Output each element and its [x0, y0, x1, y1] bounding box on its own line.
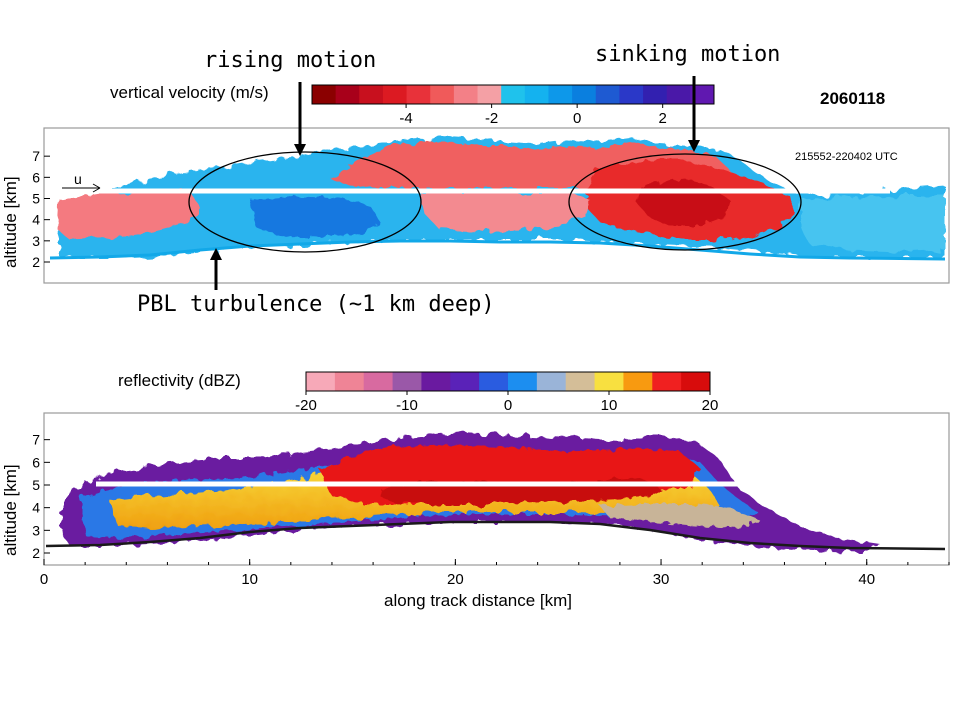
pbl-arrow-head — [210, 248, 222, 260]
reflectivity-y-tick-label: 3 — [32, 522, 40, 538]
velocity-colorbar-swatch — [382, 85, 408, 104]
velocity-colorbar-tick-label: 0 — [573, 110, 581, 127]
sinking-motion-label: sinking motion — [595, 42, 780, 67]
rising-arrow-head — [294, 144, 306, 156]
velocity-y-axis: 2 3 4 5 6 7 — [32, 148, 50, 270]
velocity-y-tick-label: 3 — [32, 233, 40, 249]
reflectivity-colorbar — [305, 371, 711, 392]
reflectivity-x-tick-label: 30 — [653, 571, 670, 588]
reflectivity-xlabel: along track distance [km] — [384, 591, 572, 610]
velocity-left-red-layer — [58, 190, 200, 240]
velocity-panel: vertical velocity (m/s) 2060118 -4 -2 0 2 a… — [1, 42, 950, 317]
sinking-arrow-head — [688, 140, 700, 152]
sinking-motion-ellipse — [568, 153, 802, 251]
reflectivity-surface-return — [45, 520, 946, 551]
reflectivity-y-axis: 2 3 4 5 6 7 — [32, 432, 50, 561]
reflectivity-x-axis: 0 10 20 30 40 — [40, 559, 950, 588]
velocity-colorbar-swatch — [477, 85, 502, 104]
reflectivity-y-tick-label: 6 — [32, 454, 40, 470]
reflectivity-colorbar-swatch — [306, 372, 336, 391]
velocity-colorbar-swatch — [690, 85, 715, 104]
velocity-colorbar-swatch — [335, 85, 360, 104]
reflectivity-y-tick-label: 2 — [32, 545, 40, 561]
velocity-colorbar-swatch — [430, 85, 455, 104]
velocity-colorbar-swatch — [524, 85, 549, 104]
reflectivity-echo-tan — [600, 504, 760, 528]
velocity-date-id: 2060118 — [820, 89, 885, 108]
reflectivity-colorbar-swatch — [392, 372, 422, 391]
reflectivity-panel: reflectivity (dBZ) -20 -10 0 10 20 altitude … — [1, 371, 950, 610]
reflectivity-colorbar-tick-label: 20 — [702, 397, 719, 414]
reflectivity-colorbar-swatch — [450, 372, 480, 391]
velocity-surface-return — [49, 239, 946, 261]
reflectivity-colorbar-swatch — [508, 372, 538, 391]
reflectivity-colorbar-swatch — [334, 372, 365, 391]
velocity-colorbar-swatch — [359, 85, 384, 104]
velocity-colorbar-ticks: -4 -2 0 2 — [399, 104, 667, 127]
rising-motion-ellipse — [188, 151, 422, 253]
velocity-colorbar-outline — [311, 84, 715, 105]
velocity-colorbar-tick-label: 2 — [659, 110, 667, 127]
velocity-right-blue-tail — [800, 196, 945, 252]
velocity-colorbar-swatch — [312, 85, 337, 104]
reflectivity-colorbar-tick-label: -10 — [396, 397, 418, 414]
velocity-colorbar-swatch — [666, 85, 691, 104]
reflectivity-colorbar-swatch — [594, 372, 624, 391]
velocity-colorbar-swatch — [548, 85, 573, 104]
reflectivity-colorbar-tick-label: 0 — [504, 397, 512, 414]
velocity-colorbar-swatch — [453, 85, 479, 104]
velocity-mid-red-layer — [420, 192, 590, 232]
reflectivity-colorbar-swatch — [565, 372, 596, 391]
velocity-time-range: 215552-220402 UTC — [795, 151, 898, 163]
reflectivity-ylabel: altitude [km] — [1, 464, 20, 556]
reflectivity-colorbar-tick-label: 10 — [601, 397, 618, 414]
pbl-turbulence-label: PBL turbulence (~1 km deep) — [137, 292, 495, 317]
reflectivity-field — [45, 432, 946, 552]
reflectivity-x-tick-label: 0 — [40, 571, 48, 588]
velocity-colorbar-tick-label: -2 — [485, 110, 498, 127]
velocity-y-tick-label: 7 — [32, 148, 40, 164]
reflectivity-colorbar-swatch — [421, 372, 451, 391]
reflectivity-y-tick-label: 5 — [32, 477, 40, 493]
velocity-colorbar-swatch — [572, 85, 597, 104]
reflectivity-title: reflectivity (dBZ) — [118, 371, 241, 390]
reflectivity-y-tick-label: 4 — [32, 500, 40, 516]
velocity-colorbar-swatch — [619, 85, 644, 104]
velocity-y-tick-label: 4 — [32, 212, 40, 228]
velocity-title: vertical velocity (m/s) — [110, 83, 269, 102]
reflectivity-x-tick-label: 20 — [447, 571, 464, 588]
reflectivity-colorbar-swatch — [681, 372, 711, 391]
velocity-colorbar — [311, 84, 715, 105]
velocity-y-tick-label: 5 — [32, 191, 40, 207]
velocity-rising-blue-core — [250, 196, 380, 238]
velocity-y-tick-label: 6 — [32, 169, 40, 185]
velocity-field — [49, 138, 946, 261]
reflectivity-colorbar-ticks: -20 -10 0 10 20 — [295, 391, 718, 414]
velocity-ylabel: altitude [km] — [1, 176, 20, 268]
velocity-colorbar-tick-label: -4 — [399, 110, 412, 127]
reflectivity-colorbar-swatch — [536, 372, 567, 391]
velocity-colorbar-swatch — [643, 85, 668, 104]
reflectivity-colorbar-swatch — [479, 372, 509, 391]
reflectivity-colorbar-tick-label: -20 — [295, 397, 317, 414]
reflectivity-y-tick-label: 7 — [32, 432, 40, 448]
velocity-colorbar-swatch — [595, 85, 620, 104]
rising-motion-label: rising motion — [204, 48, 376, 73]
reflectivity-colorbar-swatch — [363, 372, 394, 391]
wind-arrow-head — [92, 183, 101, 193]
wind-label: u — [74, 171, 82, 187]
reflectivity-x-tick-label: 40 — [858, 571, 875, 588]
velocity-colorbar-swatch — [501, 85, 526, 104]
velocity-colorbar-swatch — [406, 85, 431, 104]
velocity-y-tick-label: 2 — [32, 254, 40, 270]
reflectivity-colorbar-swatch — [652, 372, 682, 391]
reflectivity-colorbar-swatch — [623, 372, 653, 391]
reflectivity-x-tick-label: 10 — [241, 571, 258, 588]
